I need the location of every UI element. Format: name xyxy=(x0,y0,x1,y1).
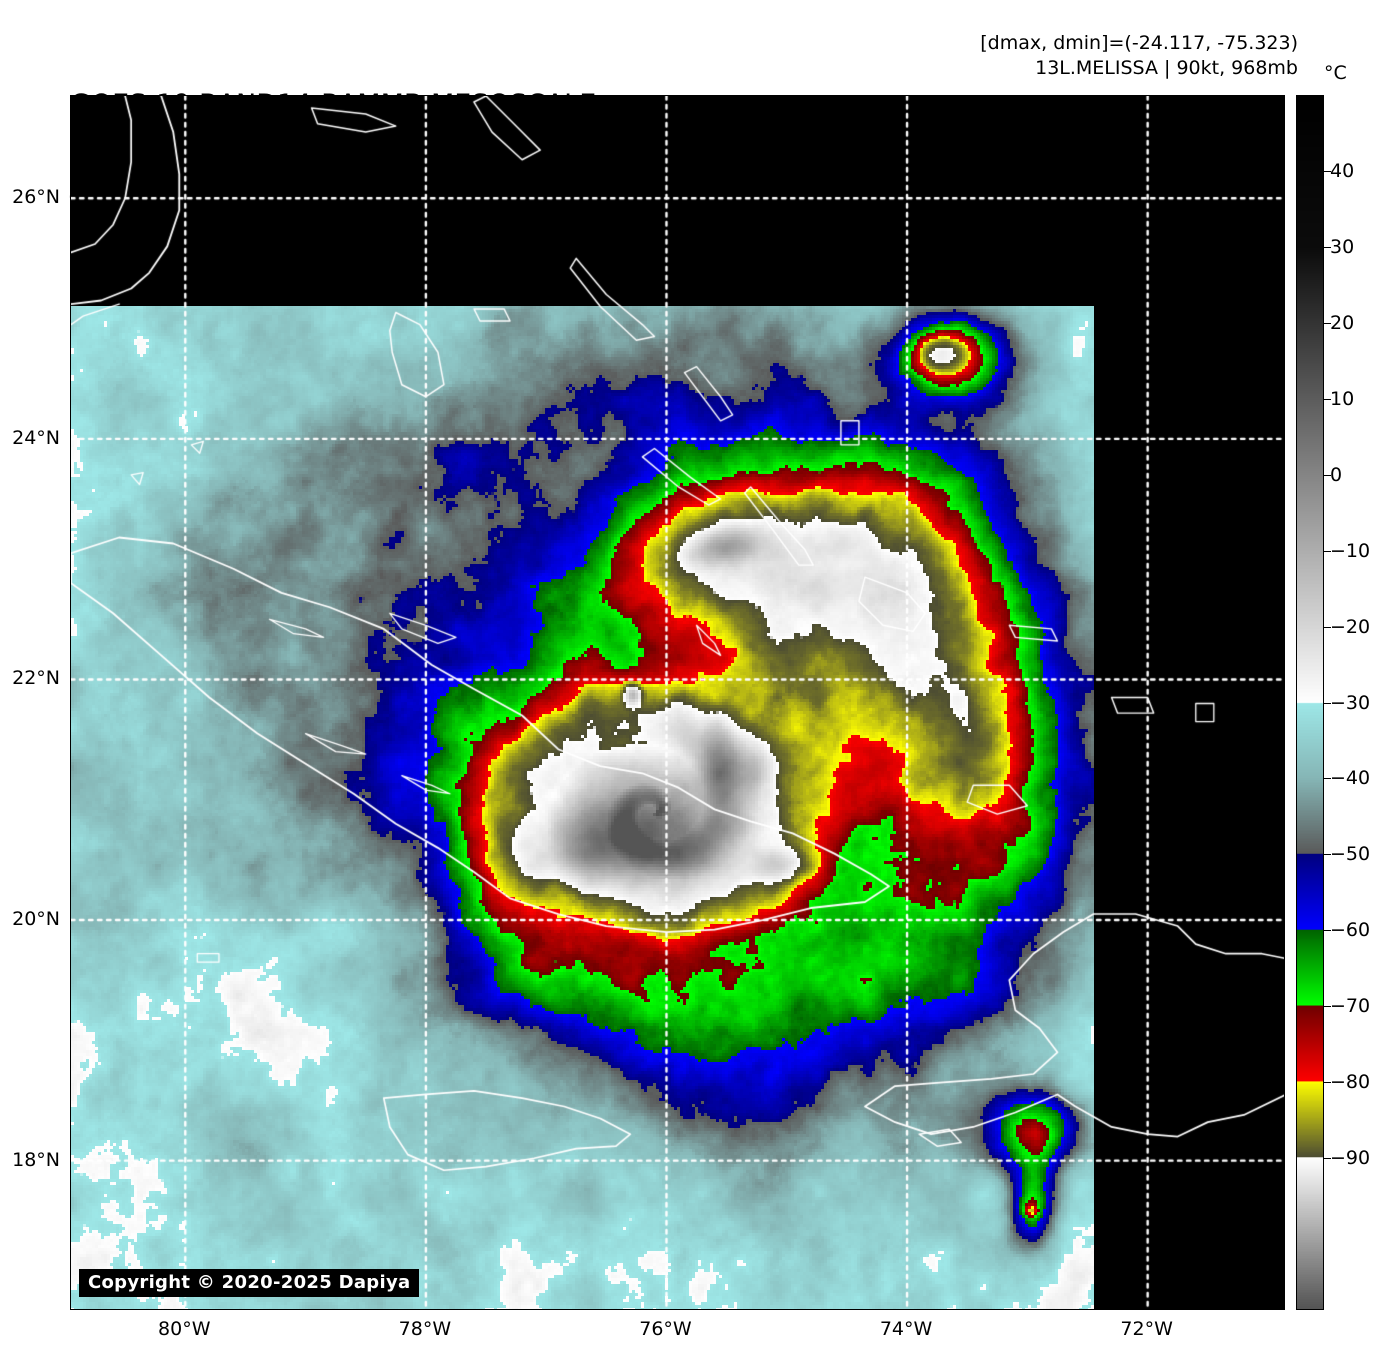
colorbar-tick-label: 20 xyxy=(1330,311,1355,334)
lat-tick-label: 26°N xyxy=(12,186,60,209)
colorbar-tick-mark xyxy=(1324,626,1331,628)
data-range-text: [dmax, dmin]=(-24.117, -75.323) xyxy=(980,32,1298,54)
colorbar-tick-label: 0 xyxy=(1330,463,1343,486)
colorbar-tick-mark xyxy=(1324,246,1331,248)
colorbar-tick-mark xyxy=(1324,1158,1331,1160)
colorbar-tick-mark xyxy=(1324,474,1331,476)
colorbar-tick-label: −90 xyxy=(1330,1147,1371,1170)
colorbar-tick-mark xyxy=(1324,702,1331,704)
colorbar-tick-label: −30 xyxy=(1330,691,1371,714)
colorbar-tick-mark xyxy=(1324,854,1331,856)
map-overlay-canvas xyxy=(71,96,1284,1309)
colorbar: 40 30 20 10 0 −10 −20 −30 −40 −50 −60 −70 −80 −90 xyxy=(1296,95,1370,1310)
satellite-image-plot: Copyright © 2020-2025 Dapiya xyxy=(70,95,1285,1310)
colorbar-tick-label: −50 xyxy=(1330,843,1371,866)
colorbar-tick-mark xyxy=(1324,778,1331,780)
colorbar-tick-label: −40 xyxy=(1330,767,1371,790)
colorbar-tick-label: 40 xyxy=(1330,159,1355,182)
colorbar-tick-mark xyxy=(1324,930,1331,932)
lon-tick-label: 72°W xyxy=(1120,1318,1173,1340)
colorbar-tick-label: −70 xyxy=(1330,995,1371,1018)
colorbar-tick-label: −20 xyxy=(1330,615,1371,638)
metadata-block: [dmax, dmin]=(-24.117, -75.323) 13L.MELI… xyxy=(980,31,1298,81)
colorbar-unit-label: °C xyxy=(1324,62,1347,84)
colorbar-tick-label: 30 xyxy=(1330,235,1355,258)
colorbar-tick-mark xyxy=(1324,170,1331,172)
colorbar-tick-label: −60 xyxy=(1330,919,1371,942)
lon-tick-label: 80°W xyxy=(158,1318,211,1340)
colorbar-tick-label: −80 xyxy=(1330,1071,1371,1094)
lat-tick-label: 18°N xyxy=(12,1148,60,1171)
colorbar-tick-mark xyxy=(1324,398,1331,400)
colorbar-gradient xyxy=(1296,95,1324,1310)
lon-tick-label: 76°W xyxy=(639,1318,692,1340)
lon-tick-label: 78°W xyxy=(398,1318,452,1340)
copyright-badge: Copyright © 2020-2025 Dapiya xyxy=(79,1269,420,1297)
colorbar-tick-mark xyxy=(1324,1082,1331,1084)
colorbar-tick-label: −10 xyxy=(1330,539,1371,562)
storm-info-text: 13L.MELISSA | 90kt, 968mb xyxy=(1035,57,1298,79)
colorbar-tick-mark xyxy=(1324,550,1331,552)
colorbar-tick-mark xyxy=(1324,322,1331,324)
colorbar-tick-mark xyxy=(1324,1006,1331,1008)
lat-tick-label: 20°N xyxy=(12,908,60,931)
lat-tick-label: 24°N xyxy=(12,426,60,449)
lat-tick-label: 22°N xyxy=(12,667,60,690)
colorbar-tick-label: 10 xyxy=(1330,387,1355,410)
lon-tick-label: 74°W xyxy=(879,1318,933,1340)
